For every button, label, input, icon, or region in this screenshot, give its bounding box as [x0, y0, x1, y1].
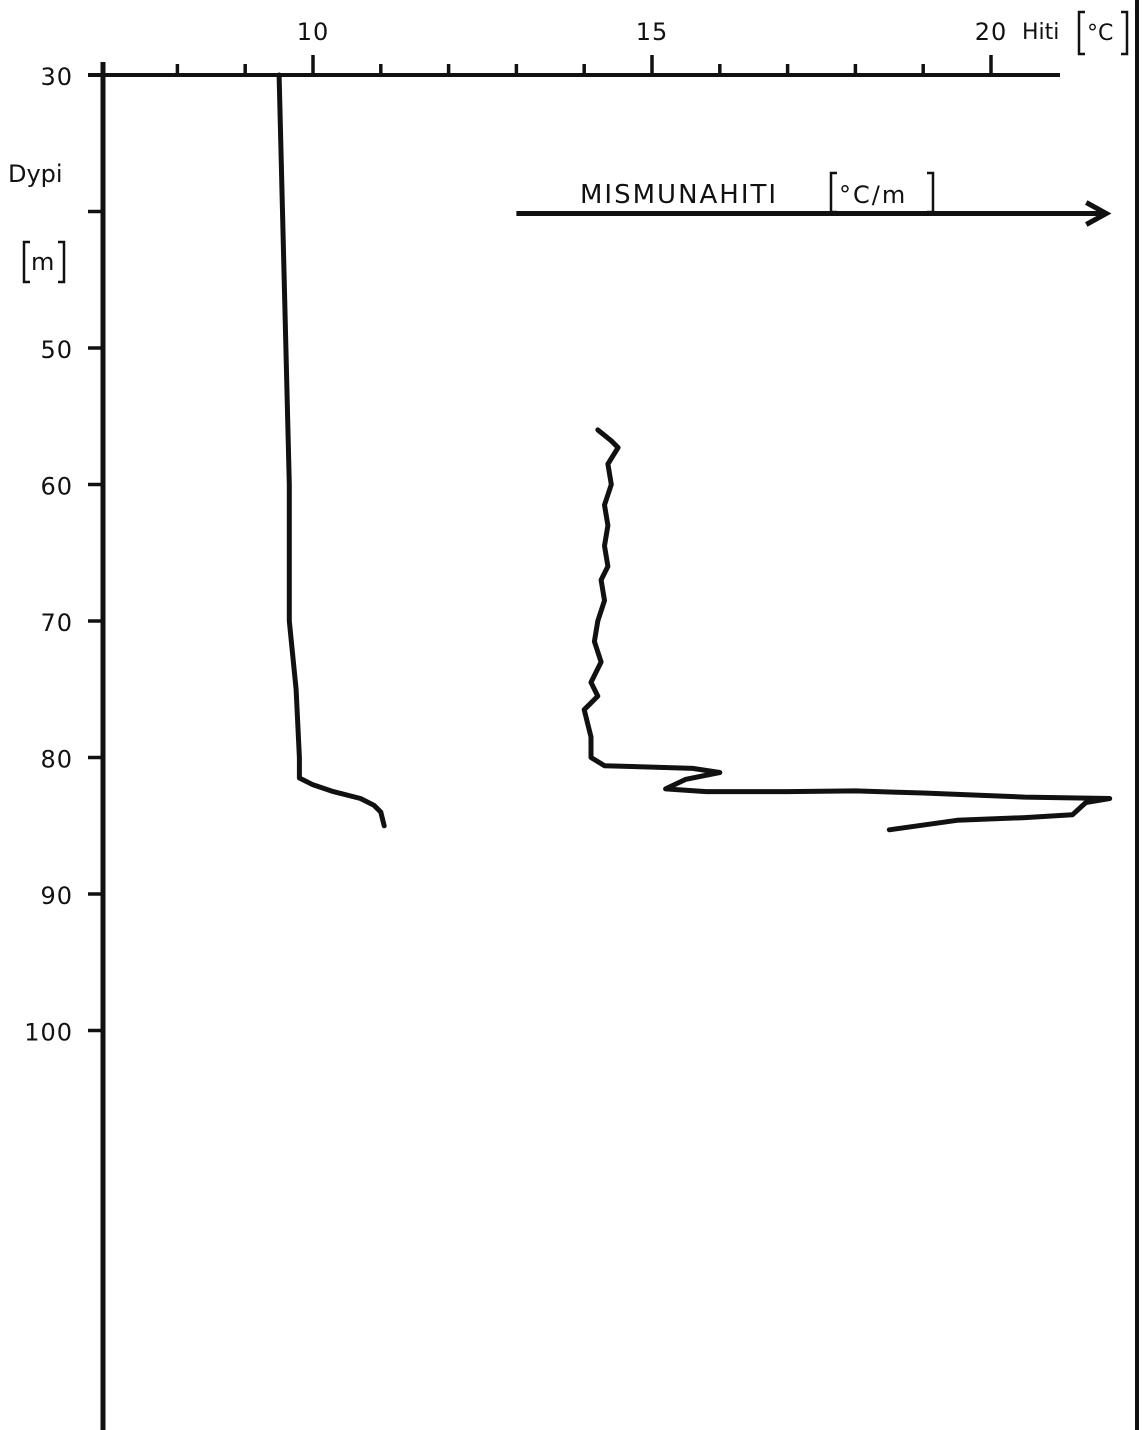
- y-tick-label: 50: [40, 336, 73, 364]
- x-tick-label: 20: [975, 18, 1008, 46]
- y-axis-unit: m: [31, 248, 54, 276]
- y-tick-label: 70: [40, 609, 73, 637]
- x-axis-label: Hiti: [1022, 20, 1059, 45]
- gradient-annotation-label: MISMUNAHITI: [580, 180, 778, 210]
- y-tick-labels: 30 50 60 70 80 90 100: [24, 63, 73, 1047]
- y-tick-label: 100: [24, 1019, 73, 1047]
- x-unit-left-bracket: [1077, 10, 1085, 56]
- x-tick-label: 15: [636, 18, 669, 46]
- x-axis-unit: °C: [1087, 21, 1113, 46]
- x-tick-label: 10: [297, 18, 330, 46]
- y-axis-label: Dypi: [8, 160, 63, 188]
- x-ticks: [175, 55, 993, 75]
- y-tick-label: 80: [40, 746, 73, 774]
- series-line-temperature: [276, 72, 387, 829]
- annotation-arrow-head: [1085, 200, 1112, 227]
- series-line-temperature-gradient: [581, 427, 1113, 833]
- series-layer: [276, 72, 1113, 833]
- y-unit-right-bracket: [58, 240, 66, 284]
- y-tick-label: 30: [40, 63, 73, 91]
- x-tick-labels: 10 15 20: [297, 18, 1008, 46]
- y-ticks: [88, 73, 103, 1033]
- x-unit-right-bracket: [1121, 10, 1129, 56]
- y-unit-left-bracket: [22, 240, 30, 284]
- annotation-unit-left-bracket: [829, 171, 837, 214]
- y-tick-label: 60: [40, 473, 73, 501]
- y-tick-label: 90: [40, 882, 73, 910]
- gradient-annotation-unit: °C/m: [839, 181, 907, 209]
- annotation-unit-right-bracket: [927, 171, 935, 214]
